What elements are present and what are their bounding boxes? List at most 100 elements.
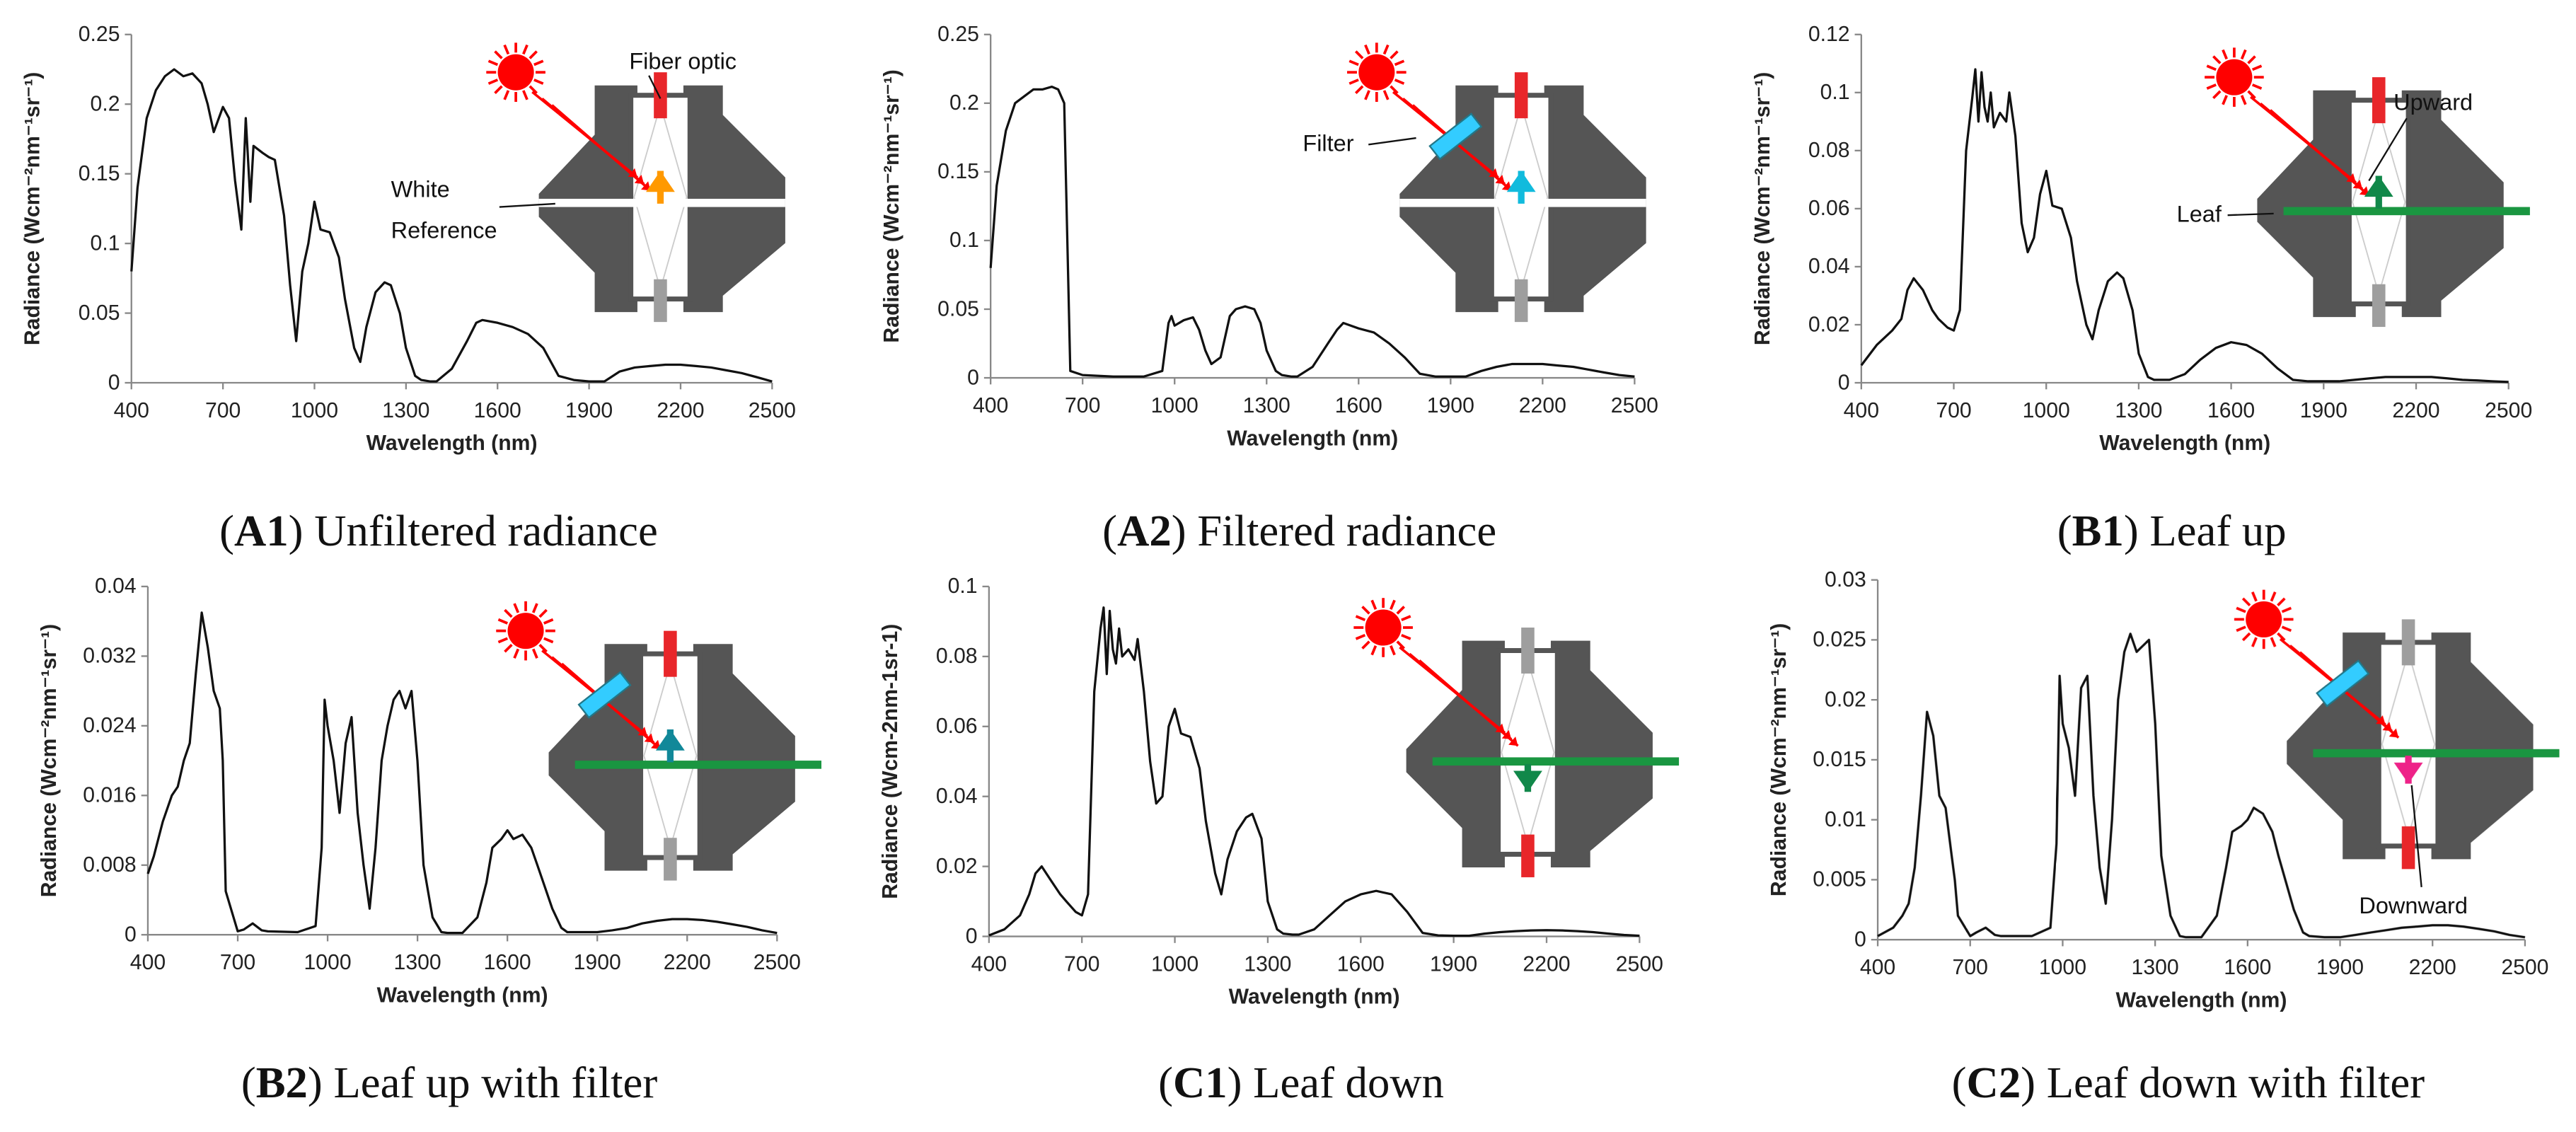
sun-ray	[1382, 44, 1390, 55]
panel-C2: 0 0.005 0.01 0.015 0.02 0.025 0.03 400 700 1000 13…	[1719, 563, 2576, 1126]
panel-caption: (B2) Leaf up with filter	[241, 1058, 658, 1107]
housing-left	[2287, 632, 2386, 860]
x-tick-label: 2500	[749, 399, 796, 422]
series-line	[988, 606, 1640, 937]
sun-ray	[1382, 90, 1390, 100]
sun-ray	[1355, 633, 1366, 640]
upward-flux-arrow-head	[646, 171, 675, 192]
sun-ray	[2212, 90, 2222, 100]
sun-disc	[2216, 59, 2253, 96]
x-tick-label: 2500	[2501, 956, 2548, 979]
housing-right	[1544, 85, 1646, 313]
sun-ray	[497, 637, 509, 644]
y-axis-label: Radiance (Wcm⁻²nm⁻¹sr⁻¹)	[1767, 623, 1791, 896]
sun-ray	[2251, 637, 2258, 647]
sun-icon	[2234, 589, 2294, 649]
y-tick-label: 0	[966, 925, 978, 948]
sun-ray	[1394, 79, 1405, 85]
light-ray-arrow-head	[1501, 181, 1512, 191]
sun-ray	[2241, 632, 2251, 642]
leaf-sample	[574, 761, 821, 769]
sun-ray	[538, 608, 548, 618]
sun-ray	[522, 90, 529, 100]
sun-ray	[494, 85, 503, 95]
panel-A2: 0 0.05 0.1 0.15 0.2 0.25 400 700 1000 1300 1600 190…	[859, 0, 1716, 563]
caption-label: B2	[256, 1058, 308, 1107]
sun-ray	[1364, 90, 1370, 100]
y-tick-label: 0.02	[1825, 688, 1866, 711]
fiber-bottom	[2401, 826, 2415, 870]
x-tick-label: 1300	[1244, 952, 1291, 976]
upward-flux-arrow-head	[2364, 175, 2393, 197]
housing-right	[1550, 640, 1653, 868]
caption-label: C2	[1967, 1058, 2021, 1107]
fiber-top	[2372, 77, 2386, 124]
x-tick-label: 1600	[474, 399, 521, 422]
fiber-bottom	[1521, 834, 1535, 877]
y-tick-label: 0.15	[937, 160, 979, 183]
sun-ray	[529, 50, 538, 59]
light-ray-arrow-head	[1508, 737, 1518, 746]
annotation-leader	[2410, 785, 2422, 887]
y-axis-label: Radiance (Wcm⁻²nm⁻¹sr⁻¹)	[21, 72, 45, 345]
sun-ray	[2222, 95, 2228, 105]
series-line	[1877, 633, 2526, 939]
downward-flux-arrow-head	[2393, 762, 2423, 784]
panel-caption: (A2) Filtered radiance	[1102, 506, 1496, 555]
x-tick-label: 1900	[2300, 399, 2347, 422]
y-axis-label: Radiance (Wcm⁻²nm⁻¹sr⁻¹)	[1751, 72, 1774, 345]
housing-left	[1406, 640, 1505, 868]
annotation-upward: Upward	[2393, 90, 2473, 115]
x-tick-label: 1300	[2115, 399, 2162, 422]
y-tick-label: 0.06	[1808, 197, 1850, 220]
x-tick-label: 1000	[291, 399, 338, 422]
sun-ray	[2251, 83, 2263, 90]
x-tick-label: 700	[1936, 399, 1971, 422]
sun-ray	[503, 44, 510, 55]
sun-ray	[487, 79, 499, 85]
x-tick-label: 700	[1064, 952, 1099, 976]
sun-ray	[1390, 599, 1396, 610]
sun-ray	[1361, 640, 1370, 649]
annotation-filter: Filter	[1303, 131, 1353, 156]
x-tick-label: 1600	[1335, 394, 1382, 417]
x-tick-label: 1000	[1151, 952, 1199, 976]
instrument-diagram	[1347, 42, 1646, 323]
sun-ray	[2281, 606, 2292, 613]
sun-ray	[1361, 606, 1370, 615]
caption-open: (	[1952, 1058, 1967, 1107]
y-tick-label: 0.015	[1813, 748, 1866, 771]
x-tick-label: 400	[971, 952, 1007, 976]
x-tick-label: 1300	[382, 399, 429, 422]
sun-ray	[1394, 59, 1405, 67]
fiber-top	[2401, 619, 2415, 666]
sun-ray	[1401, 633, 1411, 640]
sun-ray	[529, 85, 538, 95]
x-tick-label: 1000	[2023, 399, 2070, 422]
x-tick-label: 1600	[2224, 956, 2271, 979]
sun-ray	[538, 644, 548, 653]
x-axis-label: Wavelength (nm)	[366, 432, 538, 455]
y-tick-label: 0.2	[949, 91, 979, 115]
annotation-leader	[2227, 212, 2274, 216]
x-tick-label: 1600	[2207, 399, 2255, 422]
y-tick-label: 0.2	[91, 93, 120, 116]
annotation-leader	[648, 75, 662, 99]
panel-B2: 0 0.008 0.016 0.024 0.032 0.04 400 700 1000 1300 1…	[0, 563, 857, 1126]
sun-ray	[1364, 44, 1370, 55]
panel-caption: (C1) Leaf down	[1158, 1058, 1444, 1107]
x-tick-label: 700	[1953, 956, 1988, 979]
light-ray-arrow	[1411, 104, 1513, 192]
caption-label: A2	[1117, 506, 1172, 555]
upward-flux-arrow-head	[1506, 171, 1536, 192]
sun-ray	[513, 648, 520, 659]
sun-icon	[1353, 598, 1413, 657]
x-tick-label: 2200	[1523, 952, 1570, 976]
housing-right	[2431, 632, 2534, 860]
series-line	[1860, 68, 2509, 383]
annotation-fiber-optic: Fiber optic	[629, 49, 737, 74]
x-tick-label: 1900	[565, 399, 613, 422]
instrument-diagram	[1353, 598, 1680, 877]
instrument-diagram	[496, 601, 821, 881]
sun-ray	[494, 50, 503, 59]
